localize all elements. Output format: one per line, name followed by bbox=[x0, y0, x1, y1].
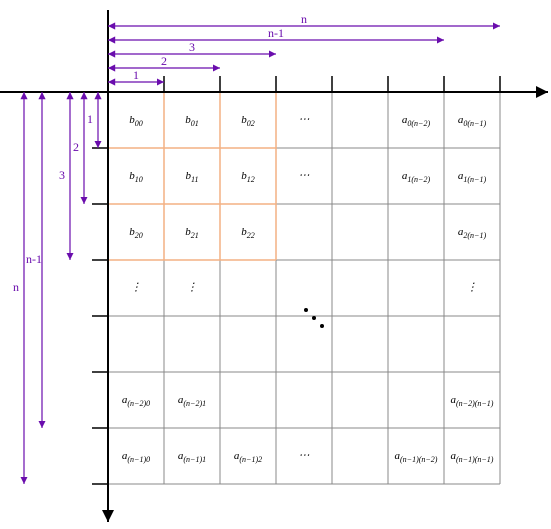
cell-label: a0(n−2) bbox=[402, 114, 431, 128]
cell-label: b00 bbox=[129, 114, 143, 128]
dim-v-label: 1 bbox=[87, 112, 93, 126]
dim-h-label: 3 bbox=[189, 40, 195, 54]
cell-label: b22 bbox=[241, 226, 255, 240]
dim-h-label: n bbox=[301, 12, 307, 26]
cell-label: a1(n−2) bbox=[402, 170, 431, 184]
cell-label: b12 bbox=[241, 170, 255, 184]
cell-label: b20 bbox=[129, 226, 143, 240]
cell-ellipsis: ⋯ bbox=[299, 114, 310, 126]
cell-label: a(n−1)2 bbox=[234, 450, 262, 464]
cell-ellipsis: ⋮ bbox=[187, 282, 198, 294]
cell-label: a(n−1)1 bbox=[178, 450, 206, 464]
cell-label: b21 bbox=[185, 226, 199, 240]
cell-label: b11 bbox=[186, 170, 199, 184]
cell-label: a(n−2)0 bbox=[122, 394, 150, 408]
cell-label: b02 bbox=[241, 114, 255, 128]
dim-v-label: n-1 bbox=[26, 252, 42, 266]
cell-label: a0(n−1) bbox=[458, 114, 487, 128]
dim-h-label: 2 bbox=[161, 54, 167, 68]
dim-v-label: 3 bbox=[59, 168, 65, 182]
dim-h-label: 1 bbox=[133, 68, 139, 82]
cell-label: a(n−2)(n−1) bbox=[451, 394, 494, 408]
cell-ellipsis: ⋮ bbox=[131, 282, 142, 294]
cell-label: a(n−1)(n−2) bbox=[395, 450, 438, 464]
cell-label: a(n−2)1 bbox=[178, 394, 206, 408]
cell-label: a(n−1)0 bbox=[122, 450, 150, 464]
ddots-dot bbox=[320, 324, 324, 328]
dim-v-label: n bbox=[13, 280, 19, 294]
dim-h-label: n-1 bbox=[268, 26, 284, 40]
ddots-dot bbox=[312, 316, 316, 320]
cell-label: a1(n−1) bbox=[458, 170, 487, 184]
cell-label: b01 bbox=[185, 114, 199, 128]
cell-label: a(n−1)(n−1) bbox=[451, 450, 494, 464]
cell-ellipsis: ⋯ bbox=[299, 170, 310, 182]
cell-ellipsis: ⋯ bbox=[299, 450, 310, 462]
matrix-diagram: 123n-1n123n-1nb00b01b02⋯a0(n−2)a0(n−1)b1… bbox=[0, 0, 551, 529]
dim-v-label: 2 bbox=[73, 140, 79, 154]
ddots-dot bbox=[304, 308, 308, 312]
cell-label: a2(n−1) bbox=[458, 226, 487, 240]
cell-label: b10 bbox=[129, 170, 143, 184]
cell-ellipsis: ⋮ bbox=[467, 282, 478, 294]
